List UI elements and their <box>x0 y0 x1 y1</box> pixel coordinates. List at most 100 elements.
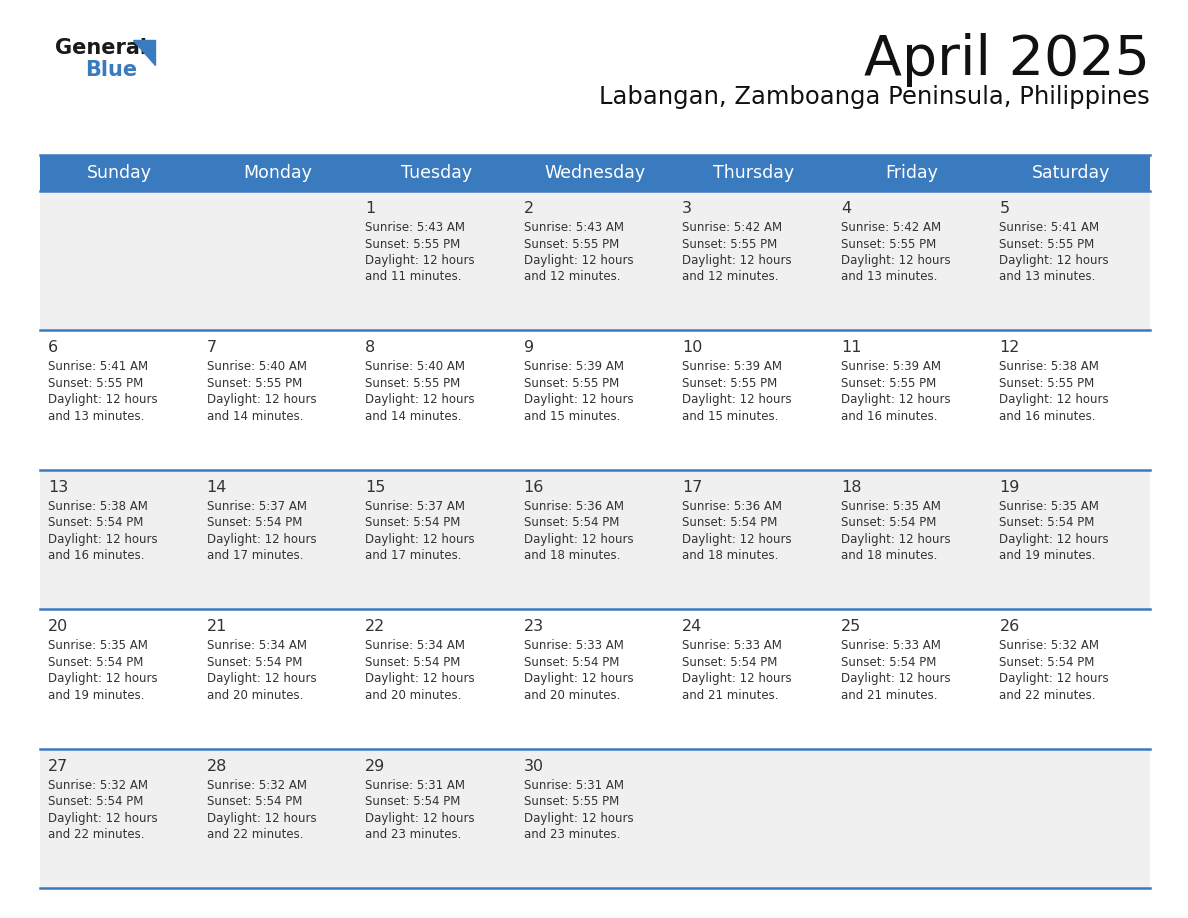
Text: Daylight: 12 hours: Daylight: 12 hours <box>48 394 158 407</box>
Text: 15: 15 <box>365 480 386 495</box>
Text: and 22 minutes.: and 22 minutes. <box>207 828 303 841</box>
Text: and 13 minutes.: and 13 minutes. <box>841 271 937 284</box>
Text: and 23 minutes.: and 23 minutes. <box>524 828 620 841</box>
Text: 10: 10 <box>682 341 702 355</box>
Text: Sunrise: 5:33 AM: Sunrise: 5:33 AM <box>524 639 624 652</box>
Text: Daylight: 12 hours: Daylight: 12 hours <box>365 254 475 267</box>
Text: Daylight: 12 hours: Daylight: 12 hours <box>524 532 633 546</box>
Text: 3: 3 <box>682 201 693 216</box>
Text: and 22 minutes.: and 22 minutes. <box>48 828 145 841</box>
Text: Daylight: 12 hours: Daylight: 12 hours <box>365 394 475 407</box>
Text: Sunset: 5:54 PM: Sunset: 5:54 PM <box>682 655 778 668</box>
Text: 7: 7 <box>207 341 216 355</box>
Text: Sunrise: 5:32 AM: Sunrise: 5:32 AM <box>207 778 307 791</box>
Text: Daylight: 12 hours: Daylight: 12 hours <box>524 812 633 824</box>
Text: Sunset: 5:55 PM: Sunset: 5:55 PM <box>365 238 461 251</box>
Text: Sunrise: 5:36 AM: Sunrise: 5:36 AM <box>682 499 782 513</box>
Text: Daylight: 12 hours: Daylight: 12 hours <box>999 254 1110 267</box>
Text: Sunset: 5:54 PM: Sunset: 5:54 PM <box>365 516 461 530</box>
Text: Blue: Blue <box>86 60 137 80</box>
Text: Sunrise: 5:43 AM: Sunrise: 5:43 AM <box>365 221 466 234</box>
Text: Sunrise: 5:35 AM: Sunrise: 5:35 AM <box>48 639 147 652</box>
Text: 30: 30 <box>524 758 544 774</box>
Text: Saturday: Saturday <box>1031 164 1110 182</box>
Text: Daylight: 12 hours: Daylight: 12 hours <box>207 812 316 824</box>
Text: Daylight: 12 hours: Daylight: 12 hours <box>524 672 633 685</box>
Text: and 21 minutes.: and 21 minutes. <box>841 688 937 701</box>
Text: Sunrise: 5:42 AM: Sunrise: 5:42 AM <box>682 221 783 234</box>
Text: and 22 minutes.: and 22 minutes. <box>999 688 1095 701</box>
Text: Sunrise: 5:43 AM: Sunrise: 5:43 AM <box>524 221 624 234</box>
Text: Daylight: 12 hours: Daylight: 12 hours <box>365 812 475 824</box>
Bar <box>40 330 1150 470</box>
Text: Sunrise: 5:32 AM: Sunrise: 5:32 AM <box>48 778 148 791</box>
Text: 27: 27 <box>48 758 68 774</box>
Text: 29: 29 <box>365 758 385 774</box>
Text: and 19 minutes.: and 19 minutes. <box>999 549 1095 563</box>
Text: Sunset: 5:55 PM: Sunset: 5:55 PM <box>682 377 777 390</box>
Text: and 16 minutes.: and 16 minutes. <box>48 549 145 563</box>
Text: Sunset: 5:54 PM: Sunset: 5:54 PM <box>207 795 302 808</box>
Text: 13: 13 <box>48 480 68 495</box>
Text: Sunrise: 5:33 AM: Sunrise: 5:33 AM <box>682 639 782 652</box>
Text: Daylight: 12 hours: Daylight: 12 hours <box>207 672 316 685</box>
Text: Sunset: 5:54 PM: Sunset: 5:54 PM <box>524 516 619 530</box>
Text: 18: 18 <box>841 480 861 495</box>
Bar <box>40 191 1150 330</box>
Text: Sunset: 5:55 PM: Sunset: 5:55 PM <box>682 238 777 251</box>
Text: and 20 minutes.: and 20 minutes. <box>365 688 461 701</box>
Text: Sunrise: 5:35 AM: Sunrise: 5:35 AM <box>841 499 941 513</box>
Text: Sunrise: 5:32 AM: Sunrise: 5:32 AM <box>999 639 1099 652</box>
Text: 23: 23 <box>524 620 544 634</box>
Text: Sunset: 5:55 PM: Sunset: 5:55 PM <box>841 238 936 251</box>
Text: Sunrise: 5:31 AM: Sunrise: 5:31 AM <box>524 778 624 791</box>
Text: Sunset: 5:55 PM: Sunset: 5:55 PM <box>524 795 619 808</box>
Text: and 17 minutes.: and 17 minutes. <box>365 549 462 563</box>
Text: Daylight: 12 hours: Daylight: 12 hours <box>841 254 950 267</box>
Text: Sunrise: 5:38 AM: Sunrise: 5:38 AM <box>999 361 1099 374</box>
Text: and 15 minutes.: and 15 minutes. <box>524 410 620 423</box>
Text: Labangan, Zamboanga Peninsula, Philippines: Labangan, Zamboanga Peninsula, Philippin… <box>599 85 1150 109</box>
Text: Sunset: 5:54 PM: Sunset: 5:54 PM <box>48 516 144 530</box>
Text: Sunset: 5:54 PM: Sunset: 5:54 PM <box>207 655 302 668</box>
Text: and 12 minutes.: and 12 minutes. <box>682 271 779 284</box>
Text: Daylight: 12 hours: Daylight: 12 hours <box>999 532 1110 546</box>
Text: 24: 24 <box>682 620 702 634</box>
Text: 8: 8 <box>365 341 375 355</box>
Text: Sunset: 5:54 PM: Sunset: 5:54 PM <box>999 516 1095 530</box>
Text: Sunset: 5:55 PM: Sunset: 5:55 PM <box>999 377 1094 390</box>
Text: 28: 28 <box>207 758 227 774</box>
Text: 11: 11 <box>841 341 861 355</box>
Bar <box>40 610 1150 748</box>
Bar <box>40 155 1150 191</box>
Text: Friday: Friday <box>886 164 939 182</box>
Text: Sunset: 5:54 PM: Sunset: 5:54 PM <box>682 516 778 530</box>
Text: Sunset: 5:55 PM: Sunset: 5:55 PM <box>365 377 461 390</box>
Polygon shape <box>133 40 154 65</box>
Text: 19: 19 <box>999 480 1019 495</box>
Text: Sunrise: 5:42 AM: Sunrise: 5:42 AM <box>841 221 941 234</box>
Bar <box>40 470 1150 610</box>
Text: Sunset: 5:54 PM: Sunset: 5:54 PM <box>365 655 461 668</box>
Text: Sunset: 5:54 PM: Sunset: 5:54 PM <box>365 795 461 808</box>
Text: and 13 minutes.: and 13 minutes. <box>999 271 1095 284</box>
Text: 14: 14 <box>207 480 227 495</box>
Text: 12: 12 <box>999 341 1019 355</box>
Text: Monday: Monday <box>244 164 312 182</box>
Text: 6: 6 <box>48 341 58 355</box>
Text: and 11 minutes.: and 11 minutes. <box>365 271 462 284</box>
Text: and 23 minutes.: and 23 minutes. <box>365 828 461 841</box>
Text: and 15 minutes.: and 15 minutes. <box>682 410 778 423</box>
Text: General: General <box>55 38 147 58</box>
Text: Daylight: 12 hours: Daylight: 12 hours <box>682 532 792 546</box>
Text: 20: 20 <box>48 620 68 634</box>
Text: 2: 2 <box>524 201 533 216</box>
Text: 22: 22 <box>365 620 385 634</box>
Text: Sunset: 5:54 PM: Sunset: 5:54 PM <box>841 516 936 530</box>
Text: Sunrise: 5:36 AM: Sunrise: 5:36 AM <box>524 499 624 513</box>
Text: and 16 minutes.: and 16 minutes. <box>841 410 937 423</box>
Text: 16: 16 <box>524 480 544 495</box>
Text: and 20 minutes.: and 20 minutes. <box>207 688 303 701</box>
Text: and 20 minutes.: and 20 minutes. <box>524 688 620 701</box>
Text: and 16 minutes.: and 16 minutes. <box>999 410 1095 423</box>
